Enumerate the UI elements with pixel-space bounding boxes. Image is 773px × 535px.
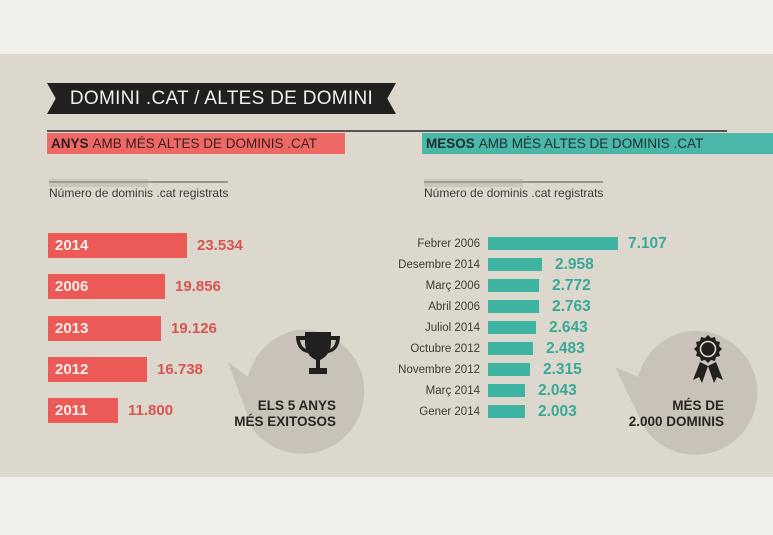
years-section-header: ANYS AMB MÉS ALTES DE DOMINIS .CAT <box>47 133 345 154</box>
year-bar: 2014 <box>48 233 187 258</box>
month-bar <box>488 300 539 313</box>
bubble-line-2: 2.000 DOMINIS <box>628 414 724 429</box>
month-value: 7.107 <box>628 235 667 252</box>
month-bar <box>488 237 618 250</box>
months-section-header: MESOS AMB MÉS ALTES DE DOMINIS .CAT <box>422 133 773 154</box>
month-label: Abril 2006 <box>428 301 480 313</box>
years-bubble <box>228 329 365 454</box>
month-value: 2.958 <box>555 256 594 273</box>
months-header-bold: MESOS <box>426 136 475 151</box>
months-bubble-text: MÉS DE 2.000 DOMINIS <box>629 398 724 430</box>
year-bar: 2011 <box>48 398 118 424</box>
month-label: Novembre 2012 <box>398 364 480 376</box>
award-ribbon-icon <box>693 335 723 383</box>
month-label: Març 2006 <box>425 280 480 292</box>
years-header-text: AMB MÉS ALTES DE DOMINIS .CAT <box>92 136 318 151</box>
page-title: DOMINI .CAT / ALTES DE DOMINI <box>47 83 396 114</box>
bubble-line-1: ELS 5 ANYS <box>257 398 336 413</box>
trophy-icon <box>296 332 340 374</box>
month-bar <box>488 405 525 418</box>
bubble-line-2: MÉS EXITOSOS <box>234 414 336 429</box>
month-label: Febrer 2006 <box>417 238 480 250</box>
month-label: Març 2014 <box>425 385 480 397</box>
months-bubble <box>615 330 758 455</box>
month-label: Octubre 2012 <box>410 343 480 355</box>
month-bar <box>488 258 542 271</box>
years-axis-label: Número de dominis .cat registrats <box>49 179 229 200</box>
month-value: 2.763 <box>552 298 591 315</box>
month-bar <box>488 384 525 397</box>
year-value: 19.126 <box>171 319 217 337</box>
month-bar <box>488 342 533 355</box>
month-bar <box>488 363 530 376</box>
month-bar <box>488 279 539 292</box>
year-value: 23.534 <box>197 237 243 254</box>
year-value: 19.856 <box>175 278 221 296</box>
months-axis-label: Número de dominis .cat registrats <box>424 179 604 200</box>
month-bar <box>488 321 536 334</box>
month-value: 2.315 <box>543 361 582 378</box>
month-value: 2.643 <box>549 319 588 336</box>
bubble-line-1: MÉS DE <box>672 398 724 413</box>
month-value: 2.483 <box>546 340 585 357</box>
month-label: Gener 2014 <box>419 406 480 418</box>
month-label: Juliol 2014 <box>425 322 480 334</box>
months-header-text: AMB MÉS ALTES DE DOMINIS .CAT <box>478 136 704 151</box>
year-value: 16.738 <box>157 360 203 378</box>
divider <box>47 130 727 132</box>
month-label: Desembre 2014 <box>398 259 480 271</box>
year-bar: 2012 <box>48 356 147 382</box>
month-value: 2.043 <box>538 382 577 399</box>
years-header-bold: ANYS <box>51 136 89 151</box>
month-value: 2.003 <box>538 403 577 420</box>
month-value: 2.772 <box>552 277 591 294</box>
year-bar: 2006 <box>48 274 165 300</box>
year-bar: 2013 <box>48 315 161 341</box>
years-bubble-text: ELS 5 ANYS MÉS EXITOSOS <box>234 398 336 430</box>
year-value: 11.800 <box>128 402 174 420</box>
